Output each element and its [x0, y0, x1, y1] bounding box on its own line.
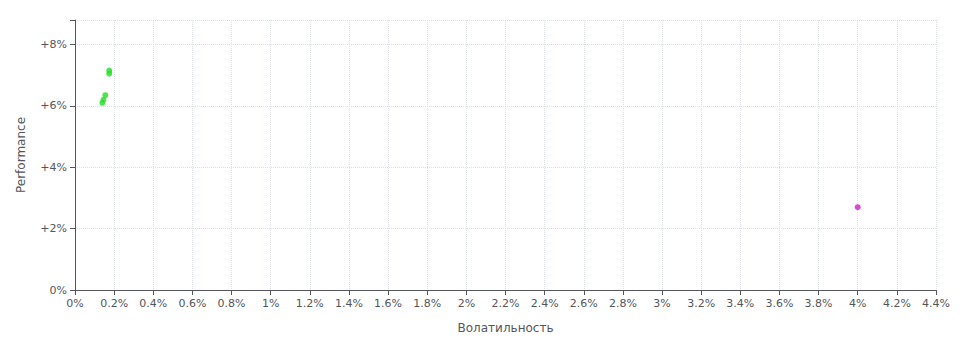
svg-text:4.4%: 4.4%: [922, 297, 950, 310]
svg-text:3.8%: 3.8%: [805, 297, 833, 310]
svg-text:2%: 2%: [458, 297, 475, 310]
svg-text:+4%: +4%: [40, 161, 67, 174]
svg-text:+6%: +6%: [40, 99, 67, 112]
svg-text:1.4%: 1.4%: [335, 297, 363, 310]
svg-text:1%: 1%: [262, 297, 279, 310]
svg-text:2.2%: 2.2%: [492, 297, 520, 310]
svg-text:0.2%: 0.2%: [100, 297, 128, 310]
svg-text:0.8%: 0.8%: [218, 297, 246, 310]
svg-text:2.8%: 2.8%: [609, 297, 637, 310]
svg-text:+8%: +8%: [40, 38, 67, 51]
svg-text:Волатильность: Волатильность: [458, 321, 554, 335]
svg-text:0.6%: 0.6%: [178, 297, 206, 310]
svg-text:+2%: +2%: [40, 222, 67, 235]
svg-text:Performance: Performance: [14, 117, 28, 193]
svg-text:0.4%: 0.4%: [139, 297, 167, 310]
svg-text:4.2%: 4.2%: [883, 297, 911, 310]
svg-text:2.4%: 2.4%: [531, 297, 559, 310]
svg-text:1.2%: 1.2%: [296, 297, 324, 310]
svg-text:1.6%: 1.6%: [374, 297, 402, 310]
svg-text:1.8%: 1.8%: [413, 297, 441, 310]
svg-text:3.2%: 3.2%: [687, 297, 715, 310]
svg-text:0%: 0%: [50, 284, 67, 297]
svg-text:3.4%: 3.4%: [726, 297, 754, 310]
svg-text:4%: 4%: [849, 297, 866, 310]
svg-text:2.6%: 2.6%: [570, 297, 598, 310]
svg-text:0%: 0%: [66, 297, 83, 310]
svg-text:3%: 3%: [653, 297, 670, 310]
svg-text:3.6%: 3.6%: [765, 297, 793, 310]
